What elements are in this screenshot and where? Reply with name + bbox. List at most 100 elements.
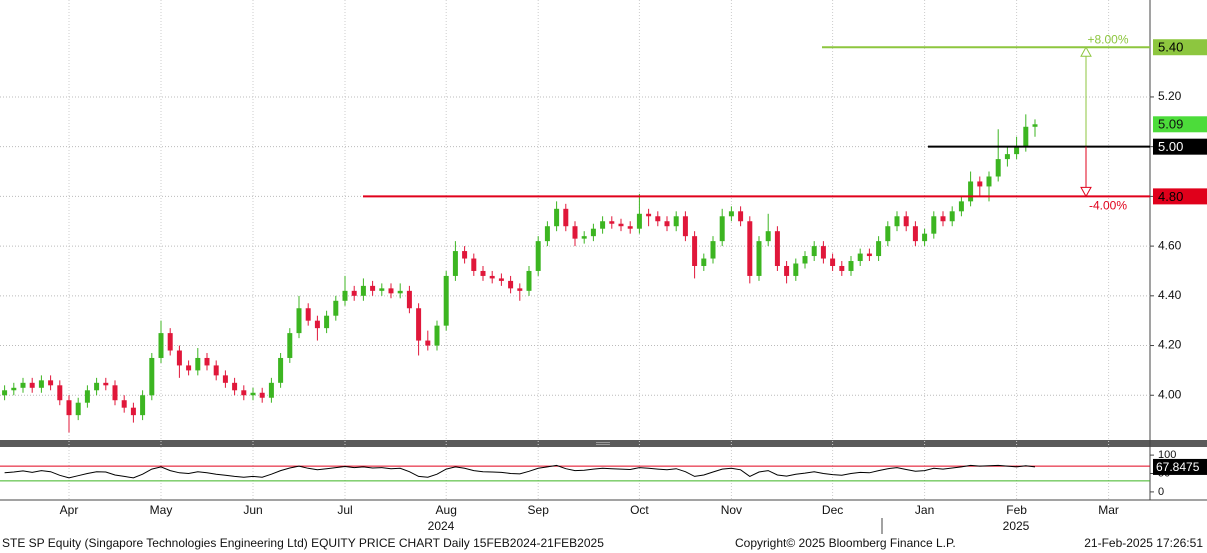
candle-body [480,270,486,276]
level-box [1153,39,1207,56]
candle-body [581,236,587,239]
candle-body [517,288,523,291]
candle-body [314,320,320,329]
candle-body [876,241,882,257]
level-box [1153,138,1207,155]
copyright: Copyright© 2025 Bloomberg Finance L.P. [735,536,956,550]
last-price-box [1153,116,1207,133]
candle-body [848,261,854,271]
level-label: 5.00 [1158,139,1183,154]
y-tick-label: 4.60 [1158,238,1182,252]
candle-body [57,385,63,401]
last-price-label: 5.09 [1158,117,1183,132]
x-tick-label: Jan [915,503,934,517]
candle-body [636,213,642,229]
candle-body [305,308,311,321]
x-tick-label: Dec [822,503,843,517]
candle-body [250,392,256,396]
candle-body [296,308,302,334]
candle-body [167,333,173,351]
candle-body [912,226,918,242]
panel-separator [0,440,1207,447]
timestamp: 21-Feb-2025 17:26:51 [1084,536,1203,550]
candle-body [986,176,992,187]
y-tick-label: 4.00 [1158,387,1182,401]
x-tick-label: Mar [1098,503,1119,517]
rsi-tick-label: 0 [1158,486,1164,498]
candle-body [213,365,219,376]
candle-body [940,216,946,222]
candle-body [94,382,100,391]
candle-body [885,226,891,242]
candle-body [682,216,688,237]
candle-body [1004,154,1010,160]
candle-body [508,280,514,289]
candle-body [554,208,560,227]
candle-body [195,357,201,371]
candle-body [839,265,845,271]
candle-body [857,253,863,262]
candle-body [701,258,707,266]
candle-body [324,315,330,329]
candle-body [471,258,477,271]
level-note: -4.00% [1089,199,1127,213]
candle-body [121,400,127,408]
candle-body [756,241,762,276]
candle-body [222,375,228,383]
candle-body [600,221,606,229]
x-tick-label: Feb [1006,503,1027,517]
x-tick-label: Oct [630,503,649,517]
candle-body [186,365,192,371]
level-note: +8.00% [1087,32,1128,46]
x-tick-label: Jun [243,503,262,517]
level-label: 5.40 [1158,40,1183,55]
candle-body [949,211,955,222]
level-label: 4.80 [1158,189,1183,204]
candle-body [66,400,72,416]
candle-body [535,241,541,271]
candle-body [11,387,17,391]
candle-body [388,288,394,294]
candle-body [158,333,164,358]
rsi-last-box [1153,458,1207,475]
candle-body [434,325,440,346]
candle-body [75,402,81,416]
candle-body [830,258,836,266]
candle-body [609,221,615,224]
candle-body [1032,124,1038,127]
candle-body [287,333,293,358]
candle-body [406,290,412,309]
candle-body [84,390,90,403]
candle-body [728,211,734,217]
candle-body [425,340,431,346]
candle-body [673,216,679,227]
candle-body [664,221,670,227]
candle-body [710,241,716,259]
candle-body [1023,126,1029,147]
candle-body [241,390,247,396]
candle-body [397,290,403,294]
candle-body [618,223,624,227]
candle-body [894,216,900,227]
candle-body [866,253,872,257]
candle-body [692,236,698,266]
candle-body [38,380,44,388]
candle-body [590,228,596,237]
candle-body [738,211,744,222]
candle-body [2,390,8,396]
candle-body [968,181,974,202]
candle-body [811,246,817,257]
x-tick-label: Apr [60,503,79,517]
candle-body [802,256,808,264]
y-tick-label: 4.20 [1158,338,1182,352]
y-tick-label: 4.40 [1158,288,1182,302]
footer-title: STE SP Equity (Singapore Technologies En… [2,536,604,550]
level-arrowhead [1080,46,1092,57]
candle-body [103,382,109,386]
candle-body [149,357,155,396]
candle-body [232,382,238,391]
candle-body [498,278,504,281]
candle-body [48,380,54,386]
candle-body [719,216,725,242]
